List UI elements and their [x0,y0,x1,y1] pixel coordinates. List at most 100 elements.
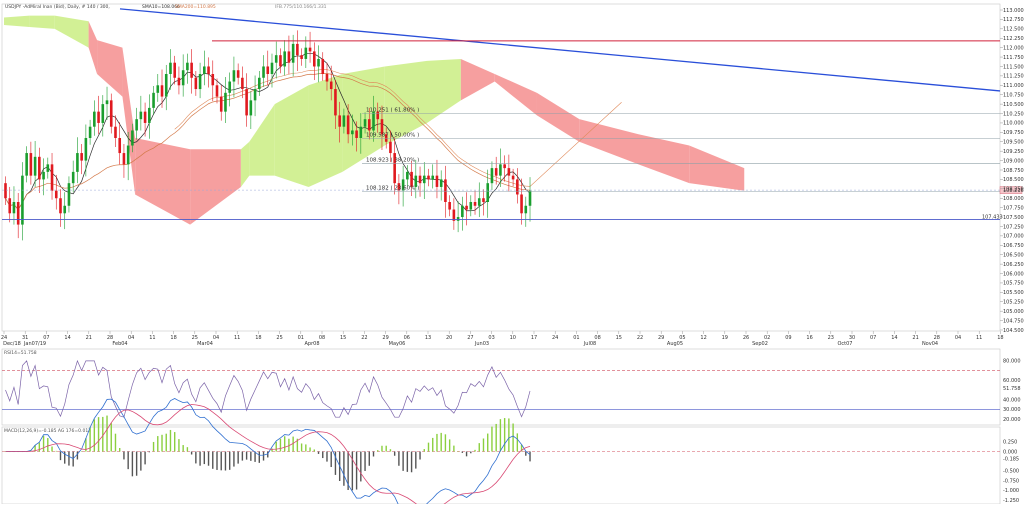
candle-body [88,126,92,138]
macd-histogram-bar [529,451,531,462]
macd-title: MACD(12,26,9)=-0.185 AG 176=0.013 [4,428,91,434]
candle-body [156,85,160,93]
cloud-segment [240,141,250,187]
rsi-tick-label: 51.758 [1003,386,1021,392]
macd-histogram-bar [482,438,485,452]
levels: 110.251 ( 61.80% ) 109.587 ( 50.00% ) 108.… [2,8,1024,221]
candle-body [80,153,83,161]
candle-body [516,179,519,195]
rsi-title: RSI14=51.758 [4,350,37,356]
candle-body [406,171,409,180]
cloud-segment [536,92,580,142]
date-tick-label: 04 [213,335,219,341]
candle-body [118,138,122,154]
date-tick-label: 25 [192,335,198,341]
macd-histogram-bar [228,451,231,470]
candle-body [380,119,384,135]
month-label: Oct07 [837,341,852,347]
month-label: Dec/18 [3,341,21,347]
price-tick-label: 113.000 [1003,8,1024,14]
date-tick-label: 04 [955,335,961,341]
macd-histogram-bar [474,449,476,452]
date-tick-label: 02 [764,335,770,341]
cloud-segment [29,15,55,29]
date-tick-label: 14 [891,335,897,341]
cloud-segment [274,85,309,187]
macd-histogram-bar [419,451,421,460]
macd-histogram-bar [64,451,66,464]
candle-body [482,198,485,202]
macd-histogram-bar [326,451,328,462]
price-tick-label: 108.250 [1003,187,1024,193]
macd-histogram-bar [55,450,57,452]
macd-histogram-bar [347,451,349,490]
macd-tick-label: -1.000 [1003,488,1019,494]
price-tick-label: 112.000 [1003,45,1024,51]
candle-body [494,168,498,176]
macd-histogram-bar [237,451,239,464]
candle-body [143,111,147,123]
date-tick-label: 11 [976,335,982,341]
candle-body [376,111,380,120]
macd-histogram-bar [389,449,392,452]
candlesticks [4,30,532,241]
candle-body [4,183,7,199]
date-tick-label: 19 [722,335,728,341]
candle-body [363,119,367,127]
macd-histogram-bar [250,451,252,461]
cloud-segment [427,58,461,123]
candle-body [8,198,12,214]
rsi-tick-label: 20.000 [1003,417,1021,423]
macd-histogram-bar [499,419,502,452]
candle-body [499,164,502,176]
macd-histogram-bar [402,451,404,471]
month-label: Jul08 [583,341,596,347]
fib-label: 109.587 ( 50.00% ) [366,132,419,138]
date-tick-label: 04 [128,335,134,341]
macd-histogram-bar [512,423,514,452]
candle-body [190,62,193,78]
date-tick-label: 27 [467,335,473,341]
candle-body [448,202,451,210]
macd-histogram-bar [440,432,442,452]
macd-histogram-bar [525,451,527,456]
macd-histogram-bar [322,451,324,459]
candle-body [452,209,456,221]
date-tick-label: 08 [319,335,325,341]
macd-histogram-bar [360,451,362,482]
candle-body [16,202,20,225]
date-tick-label: 21 [912,335,918,341]
macd-histogram-bar [267,451,269,458]
macd-histogram-bar [432,437,434,452]
macd-histogram-bar [148,451,151,453]
date-tick-label: 30 [849,335,855,341]
candle-body [253,89,257,101]
candle-body [266,66,270,74]
candle-body [456,217,460,221]
macd-histogram-bar [275,441,277,452]
price-tick-label: 111.000 [1003,83,1024,89]
candle-body [325,74,329,82]
macd-histogram-bar [410,451,413,473]
candle-body [211,74,215,86]
candle-body [321,58,325,74]
date-tick-label: 24 [1,335,7,341]
date-tick-label: 11 [234,335,240,341]
date-tick-label: 13 [425,335,431,341]
candle-body [317,58,320,67]
candle-body [139,111,143,120]
candle-body [114,126,117,138]
candle-body [384,134,388,142]
price-tick-label: 112.250 [1003,36,1024,42]
sma-fast-line [5,52,531,212]
date-tick-label: 06 [404,335,410,341]
candle-body [122,153,126,165]
macd-tick-label: -0.185 [1003,457,1019,463]
date-tick-label: 11 [149,335,155,341]
candle-body [334,89,337,116]
price-tick-label: 109.000 [1003,158,1024,164]
cloud-segment [342,66,385,172]
macd-histogram-bar [330,451,332,468]
macd-histogram-bar [178,439,180,452]
date-tick-label: 29 [382,335,388,341]
